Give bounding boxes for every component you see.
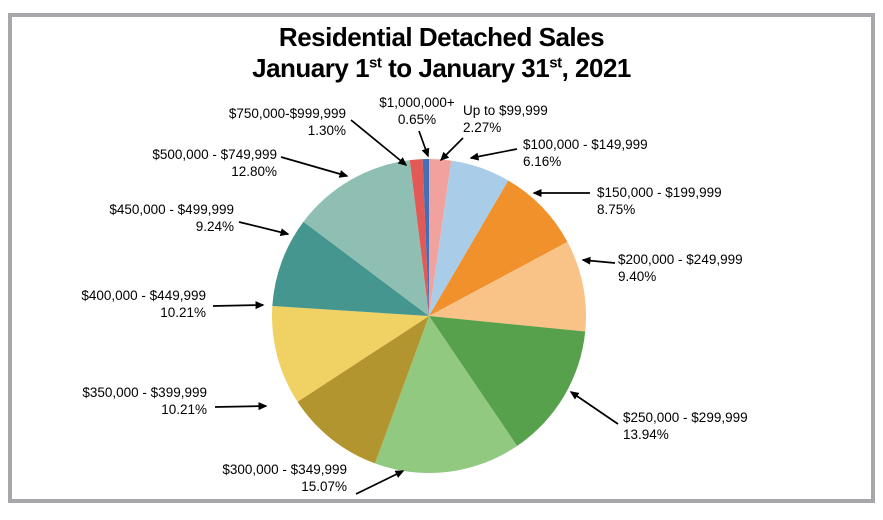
slice-label-range: $1,000,000+ <box>379 95 455 110</box>
slice-label-range: $500,000 - $749,999 <box>152 147 277 162</box>
pie-slice-10 <box>409 159 429 316</box>
pie-slice-4 <box>429 316 586 446</box>
pie-slice-6 <box>297 316 429 464</box>
pie-slice-7 <box>272 306 429 402</box>
callout-arrow-10 <box>350 119 408 166</box>
slice-label-2: $150,000 - $199,999 8.75% <box>597 185 722 218</box>
slice-label-range: Up to $99,999 <box>463 103 548 118</box>
slice-label-11: $1,000,000+ 0.65% <box>317 95 517 128</box>
slice-label-range: $200,000 - $249,999 <box>618 252 743 267</box>
chart-title: Residential Detached Sales January 1st t… <box>0 22 883 84</box>
pie-slice-8 <box>272 221 429 316</box>
slice-label-percent: 10.21% <box>160 304 206 320</box>
slice-label-range: $450,000 - $499,999 <box>109 202 234 217</box>
pie-slices <box>272 159 587 474</box>
slice-label-range: $350,000 - $399,999 <box>82 385 207 400</box>
chart-title-line1: Residential Detached Sales <box>278 22 605 52</box>
slice-label-percent: 12.80% <box>231 163 277 179</box>
callout-arrow-11 <box>418 130 430 158</box>
pie-slice-9 <box>303 160 429 316</box>
slice-label-10: $750,000-$999,999 1.30% <box>229 106 346 139</box>
callout-arrow-7 <box>212 301 265 310</box>
slice-label-percent: 0.65% <box>397 111 437 127</box>
slice-label-percent: 9.24% <box>195 218 234 234</box>
callout-arrow-6 <box>214 402 268 411</box>
slice-label-percent: 10.21% <box>161 401 207 417</box>
slice-label-1: $100,000 - $149,999 6.16% <box>523 137 648 170</box>
callout-arrows <box>212 119 619 495</box>
pie-slice-5 <box>374 316 518 474</box>
slice-label-percent: 1.30% <box>307 122 346 138</box>
superscript-st: st <box>549 54 562 72</box>
slice-label-range: $150,000 - $199,999 <box>597 185 722 200</box>
slice-label-6: $350,000 - $399,999 10.21% <box>82 385 207 418</box>
slice-label-range: $250,000 - $299,999 <box>623 410 748 425</box>
callout-arrow-0 <box>439 137 464 162</box>
pie-slice-3 <box>429 241 587 332</box>
callout-arrow-3 <box>581 256 616 265</box>
slice-label-3: $200,000 - $249,999 9.40% <box>618 252 743 285</box>
callout-arrow-4 <box>569 391 619 425</box>
slice-label-4: $250,000 - $299,999 13.94% <box>623 410 748 443</box>
slice-label-percent: 8.75% <box>597 201 636 217</box>
slice-label-percent: 2.27% <box>463 119 502 135</box>
pie-slice-1 <box>429 160 509 316</box>
pie-slice-11 <box>422 159 429 316</box>
pie-slice-2 <box>429 180 568 316</box>
slice-label-percent: 13.94% <box>623 426 669 442</box>
slice-label-7: $400,000 - $449,999 10.21% <box>81 288 206 321</box>
slice-label-8: $450,000 - $499,999 9.24% <box>109 202 234 235</box>
callout-arrow-9 <box>280 156 349 178</box>
pie-slice-0 <box>429 159 452 316</box>
chart-title-line2: January 1st to January 31st, 2021 <box>252 53 631 83</box>
callout-arrow-5 <box>355 470 405 495</box>
callout-arrow-1 <box>469 148 518 161</box>
slice-label-percent: 6.16% <box>523 153 562 169</box>
callout-arrow-8 <box>238 221 290 237</box>
superscript-st: st <box>369 54 382 72</box>
slice-label-percent: 9.40% <box>618 268 657 284</box>
slice-label-9: $500,000 - $749,999 12.80% <box>152 147 277 180</box>
slice-label-range: $750,000-$999,999 <box>228 106 346 121</box>
slice-label-5: $300,000 - $349,999 15.07% <box>222 462 347 495</box>
slice-label-0: Up to $99,999 2.27% <box>463 103 548 136</box>
slice-label-range: $400,000 - $449,999 <box>81 288 206 303</box>
slice-label-range: $300,000 - $349,999 <box>222 462 347 477</box>
slice-label-range: $100,000 - $149,999 <box>523 137 648 152</box>
slice-label-percent: 15.07% <box>301 478 347 494</box>
